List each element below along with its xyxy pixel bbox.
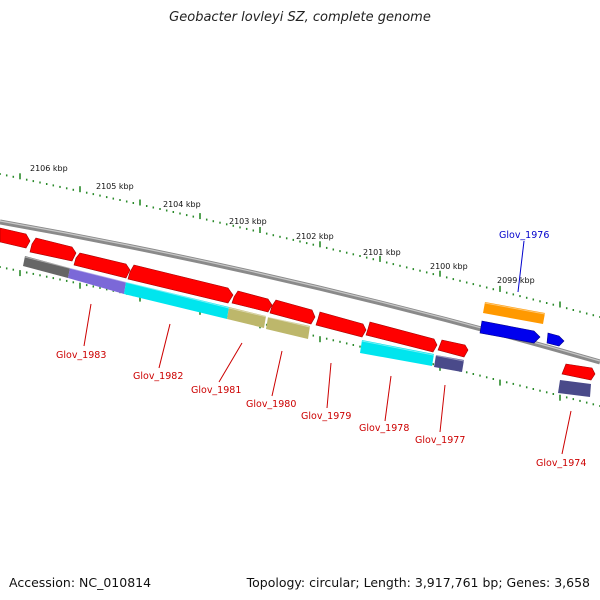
kbp-label-2105: 2105 kbp xyxy=(96,182,134,191)
gene-labels: Glov_1983 Glov_1982 Glov_1981 Glov_1980 … xyxy=(56,230,586,469)
cds-feature-orange[interactable] xyxy=(483,302,545,324)
cds-feature[interactable] xyxy=(561,363,596,381)
cds-feature-khaki[interactable] xyxy=(227,307,266,328)
feature-highlight xyxy=(24,256,546,362)
cds-feature[interactable] xyxy=(127,264,234,304)
kbp-label-2103: 2103 kbp xyxy=(229,217,267,226)
cds-feature-blue[interactable] xyxy=(546,332,565,347)
kbp-labels: 2106 kbp 2105 kbp 2104 kbp 2103 kbp 2102… xyxy=(30,164,535,285)
cds-feature[interactable] xyxy=(73,252,131,279)
map-title: Geobacter lovleyi SZ, complete genome xyxy=(169,10,431,25)
gene-label[interactable]: Glov_1983 xyxy=(56,350,106,361)
kbp-label-2102: 2102 kbp xyxy=(296,232,334,241)
cds-feature[interactable] xyxy=(437,339,469,358)
cds-feature[interactable] xyxy=(365,321,438,353)
kbp-label-2104: 2104 kbp xyxy=(163,200,201,209)
kbp-label-2099: 2099 kbp xyxy=(497,276,535,285)
gene-label[interactable]: Glov_1980 xyxy=(246,399,296,410)
cds-feature-gray[interactable] xyxy=(23,256,70,278)
cds-feature[interactable] xyxy=(231,290,273,313)
genome-summary-text: Topology: circular; Length: 3,917,761 bp… xyxy=(246,575,590,590)
leader-lines xyxy=(83,240,572,455)
cds-feature-violet[interactable] xyxy=(68,268,126,294)
cds-feature-khaki[interactable] xyxy=(266,317,310,339)
cds-feature-navy[interactable] xyxy=(558,380,591,397)
gene-label[interactable]: Glov_1978 xyxy=(359,423,409,434)
kbp-label-2101: 2101 kbp xyxy=(363,248,401,257)
gene-label[interactable]: Glov_1979 xyxy=(301,411,351,422)
cds-feature[interactable] xyxy=(269,299,316,325)
gene-label[interactable]: Glov_1976 xyxy=(499,230,549,241)
outer-scale-ticks xyxy=(0,173,600,318)
cds-feature-cyan[interactable] xyxy=(360,340,434,366)
cds-feature-navy[interactable] xyxy=(434,355,464,372)
cds-feature[interactable] xyxy=(0,227,31,249)
kbp-label-2106: 2106 kbp xyxy=(30,164,68,173)
accession-text: Accession: NC_010814 xyxy=(9,575,152,590)
kbp-label-2100: 2100 kbp xyxy=(430,262,468,271)
reverse-strand-features xyxy=(23,256,591,397)
forward-strand-features xyxy=(0,227,596,381)
cds-feature[interactable] xyxy=(315,311,367,338)
cds-feature-cyan[interactable] xyxy=(124,282,229,319)
genome-backbone xyxy=(0,219,600,365)
cds-feature[interactable] xyxy=(29,237,77,262)
gene-label[interactable]: Glov_1977 xyxy=(415,435,465,446)
gene-label[interactable]: Glov_1981 xyxy=(191,385,241,396)
gene-label[interactable]: Glov_1982 xyxy=(133,371,183,382)
cds-feature-blue[interactable] xyxy=(479,320,541,344)
gene-label[interactable]: Glov_1974 xyxy=(536,458,586,469)
